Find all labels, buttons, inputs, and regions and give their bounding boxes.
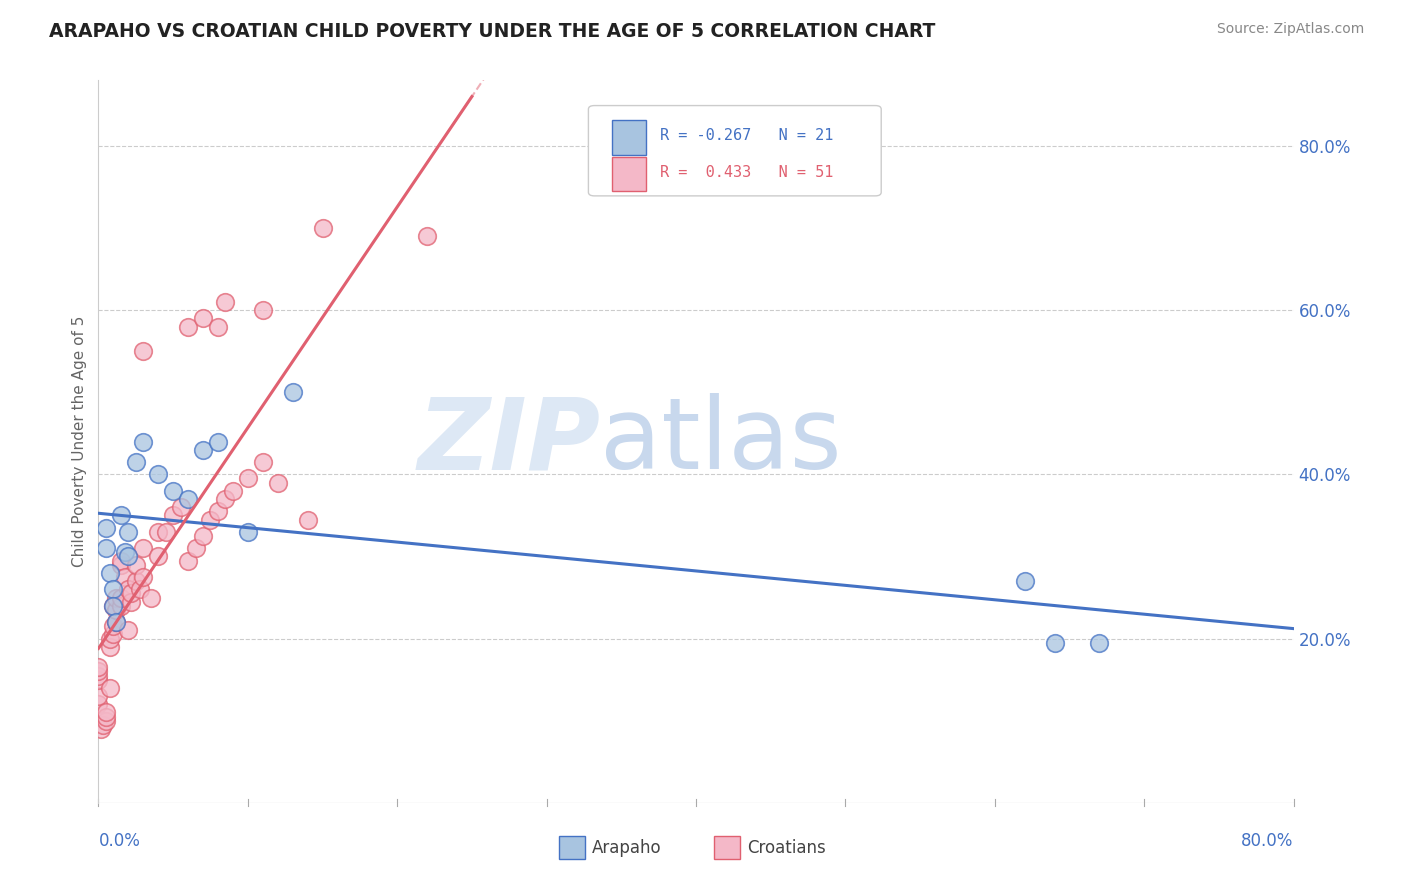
Point (191, 529, 214, 543)
Point (94, 709, 117, 723)
Point (110, 599, 132, 613)
Point (1088, 636, 1111, 650)
Point (94, 521, 117, 535)
Point (94, 541, 117, 556)
Text: Croatians: Croatians (748, 839, 827, 857)
Point (177, 553, 200, 567)
Text: 0.0%: 0.0% (98, 831, 141, 850)
Point (94, 706, 117, 720)
Point (139, 591, 162, 605)
Point (191, 442, 214, 457)
Point (114, 545, 136, 559)
Point (114, 570, 136, 584)
Point (148, 549, 170, 564)
Point (94, 714, 117, 728)
Point (177, 491, 200, 506)
Point (125, 455, 148, 469)
Text: Source: ZipAtlas.com: Source: ZipAtlas.com (1216, 22, 1364, 37)
Point (120, 586, 142, 600)
Point (117, 624, 139, 638)
FancyBboxPatch shape (714, 836, 740, 859)
Point (98, 566, 122, 580)
Point (184, 541, 207, 556)
Point (252, 455, 274, 469)
Point (103, 599, 125, 613)
Point (125, 574, 148, 588)
Point (110, 558, 132, 572)
Point (105, 591, 128, 605)
Point (87, 689, 110, 703)
Point (117, 549, 139, 564)
Point (169, 500, 191, 515)
Point (1043, 636, 1066, 650)
Point (90, 722, 112, 736)
Point (252, 303, 274, 318)
Point (177, 319, 200, 334)
Point (120, 594, 142, 608)
Point (98, 632, 122, 646)
Point (311, 221, 333, 235)
Point (281, 385, 304, 400)
Point (117, 524, 139, 539)
Point (125, 558, 148, 572)
Point (191, 311, 214, 326)
Point (155, 524, 177, 539)
Point (162, 483, 184, 498)
Text: ARAPAHO VS CROATIAN CHILD POVERTY UNDER THE AGE OF 5 CORRELATION CHART: ARAPAHO VS CROATIAN CHILD POVERTY UNDER … (49, 22, 935, 41)
Point (222, 483, 245, 498)
Point (91, 718, 114, 732)
FancyBboxPatch shape (613, 120, 645, 155)
Text: ZIP: ZIP (418, 393, 600, 490)
Point (87, 665, 110, 679)
FancyBboxPatch shape (558, 836, 585, 859)
Point (200, 512, 222, 526)
Point (207, 319, 229, 334)
Point (132, 434, 155, 449)
Text: Arapaho: Arapaho (592, 839, 662, 857)
Point (207, 434, 229, 449)
Point (105, 615, 128, 630)
Point (110, 508, 132, 523)
Point (87, 668, 110, 682)
Point (214, 491, 236, 506)
Point (87, 660, 110, 674)
Point (87, 673, 110, 687)
Text: R =  0.433   N = 51: R = 0.433 N = 51 (661, 165, 834, 180)
FancyBboxPatch shape (589, 105, 882, 196)
FancyBboxPatch shape (613, 157, 645, 191)
Point (416, 229, 439, 244)
Point (103, 582, 125, 597)
Point (103, 599, 125, 613)
Point (98, 681, 122, 695)
Text: 80.0%: 80.0% (1241, 831, 1294, 850)
Point (129, 582, 152, 597)
Point (207, 504, 229, 518)
Text: R = -0.267   N = 21: R = -0.267 N = 21 (661, 128, 834, 144)
Point (132, 570, 155, 584)
Point (132, 541, 155, 556)
Point (105, 603, 128, 617)
Point (105, 615, 128, 630)
Point (98, 640, 122, 654)
Point (117, 582, 139, 597)
Point (87, 698, 110, 712)
Point (148, 467, 170, 482)
Point (214, 295, 236, 310)
Point (297, 512, 319, 526)
Y-axis label: Child Poverty Under the Age of 5: Child Poverty Under the Age of 5 (72, 316, 87, 567)
Point (148, 524, 170, 539)
Point (103, 627, 125, 641)
Point (103, 619, 125, 633)
Point (267, 475, 290, 490)
Point (110, 591, 132, 605)
Point (110, 553, 132, 567)
Point (1014, 574, 1036, 588)
Point (236, 471, 259, 485)
Point (236, 524, 259, 539)
Point (162, 508, 184, 523)
Text: atlas: atlas (600, 393, 842, 490)
Point (132, 344, 155, 359)
